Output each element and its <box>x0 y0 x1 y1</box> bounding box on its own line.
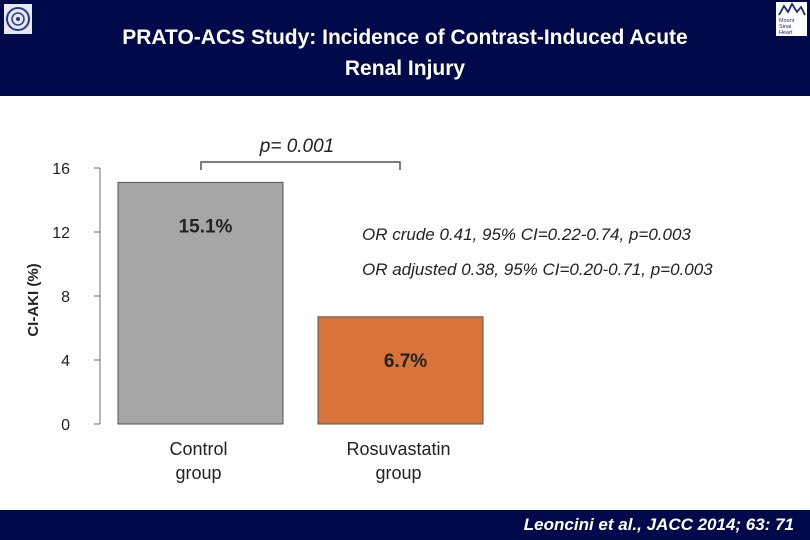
category-label-1-0: Rosuvastatin <box>346 439 450 459</box>
y-tick-label: 4 <box>61 353 70 370</box>
y-tick-label: 12 <box>52 225 70 242</box>
logo-text-mount: Mount <box>779 18 795 24</box>
bar-data-label-1: 6.7% <box>384 351 427 372</box>
bar-0 <box>117 181 284 425</box>
y-axis-label: CI-AKI (%) <box>25 263 42 336</box>
logo-text-sinai: Sinai <box>779 24 791 30</box>
category-label-1-1: group <box>375 463 421 483</box>
university-seal-logo <box>4 4 32 34</box>
page-title: PRATO-ACS Study: Incidence of Contrast-I… <box>30 22 780 84</box>
y-tick-label: 16 <box>52 161 70 178</box>
citation: Leoncini et al., JACC 2014; 63: 71 <box>523 515 794 534</box>
bar-data-label-0: 15.1% <box>179 216 233 237</box>
bar-chart: 0 4 8 12 16 CI-AKI (%) 15.1% Control group 6.7% Ro… <box>25 136 713 483</box>
title-line-1: PRATO-ACS Study: Incidence of Contrast-I… <box>122 26 688 49</box>
y-tick-label: 8 <box>61 289 70 306</box>
category-label-0-0: Control <box>169 439 227 459</box>
y-tick-label: 0 <box>61 417 70 434</box>
mount-sinai-logo: Mount Sinai Heart <box>776 2 807 36</box>
p-value-bracket <box>200 161 401 170</box>
header-bar: PRATO-ACS Study: Incidence of Contrast-I… <box>0 0 810 96</box>
p-value-label: p= 0.001 <box>259 136 335 157</box>
bar-1 <box>317 316 484 425</box>
annotation-1: OR adjusted 0.38, 95% CI=0.20-0.71, p=0.… <box>362 260 713 279</box>
annotation-0: OR crude 0.41, 95% CI=0.22-0.74, p=0.003 <box>362 225 691 244</box>
category-label-0-1: group <box>175 463 221 483</box>
footer-bar: Leoncini et al., JACC 2014; 63: 71 <box>0 510 810 540</box>
title-line-2: Renal Injury <box>344 57 466 80</box>
logo-text-heart: Heart <box>779 30 793 36</box>
